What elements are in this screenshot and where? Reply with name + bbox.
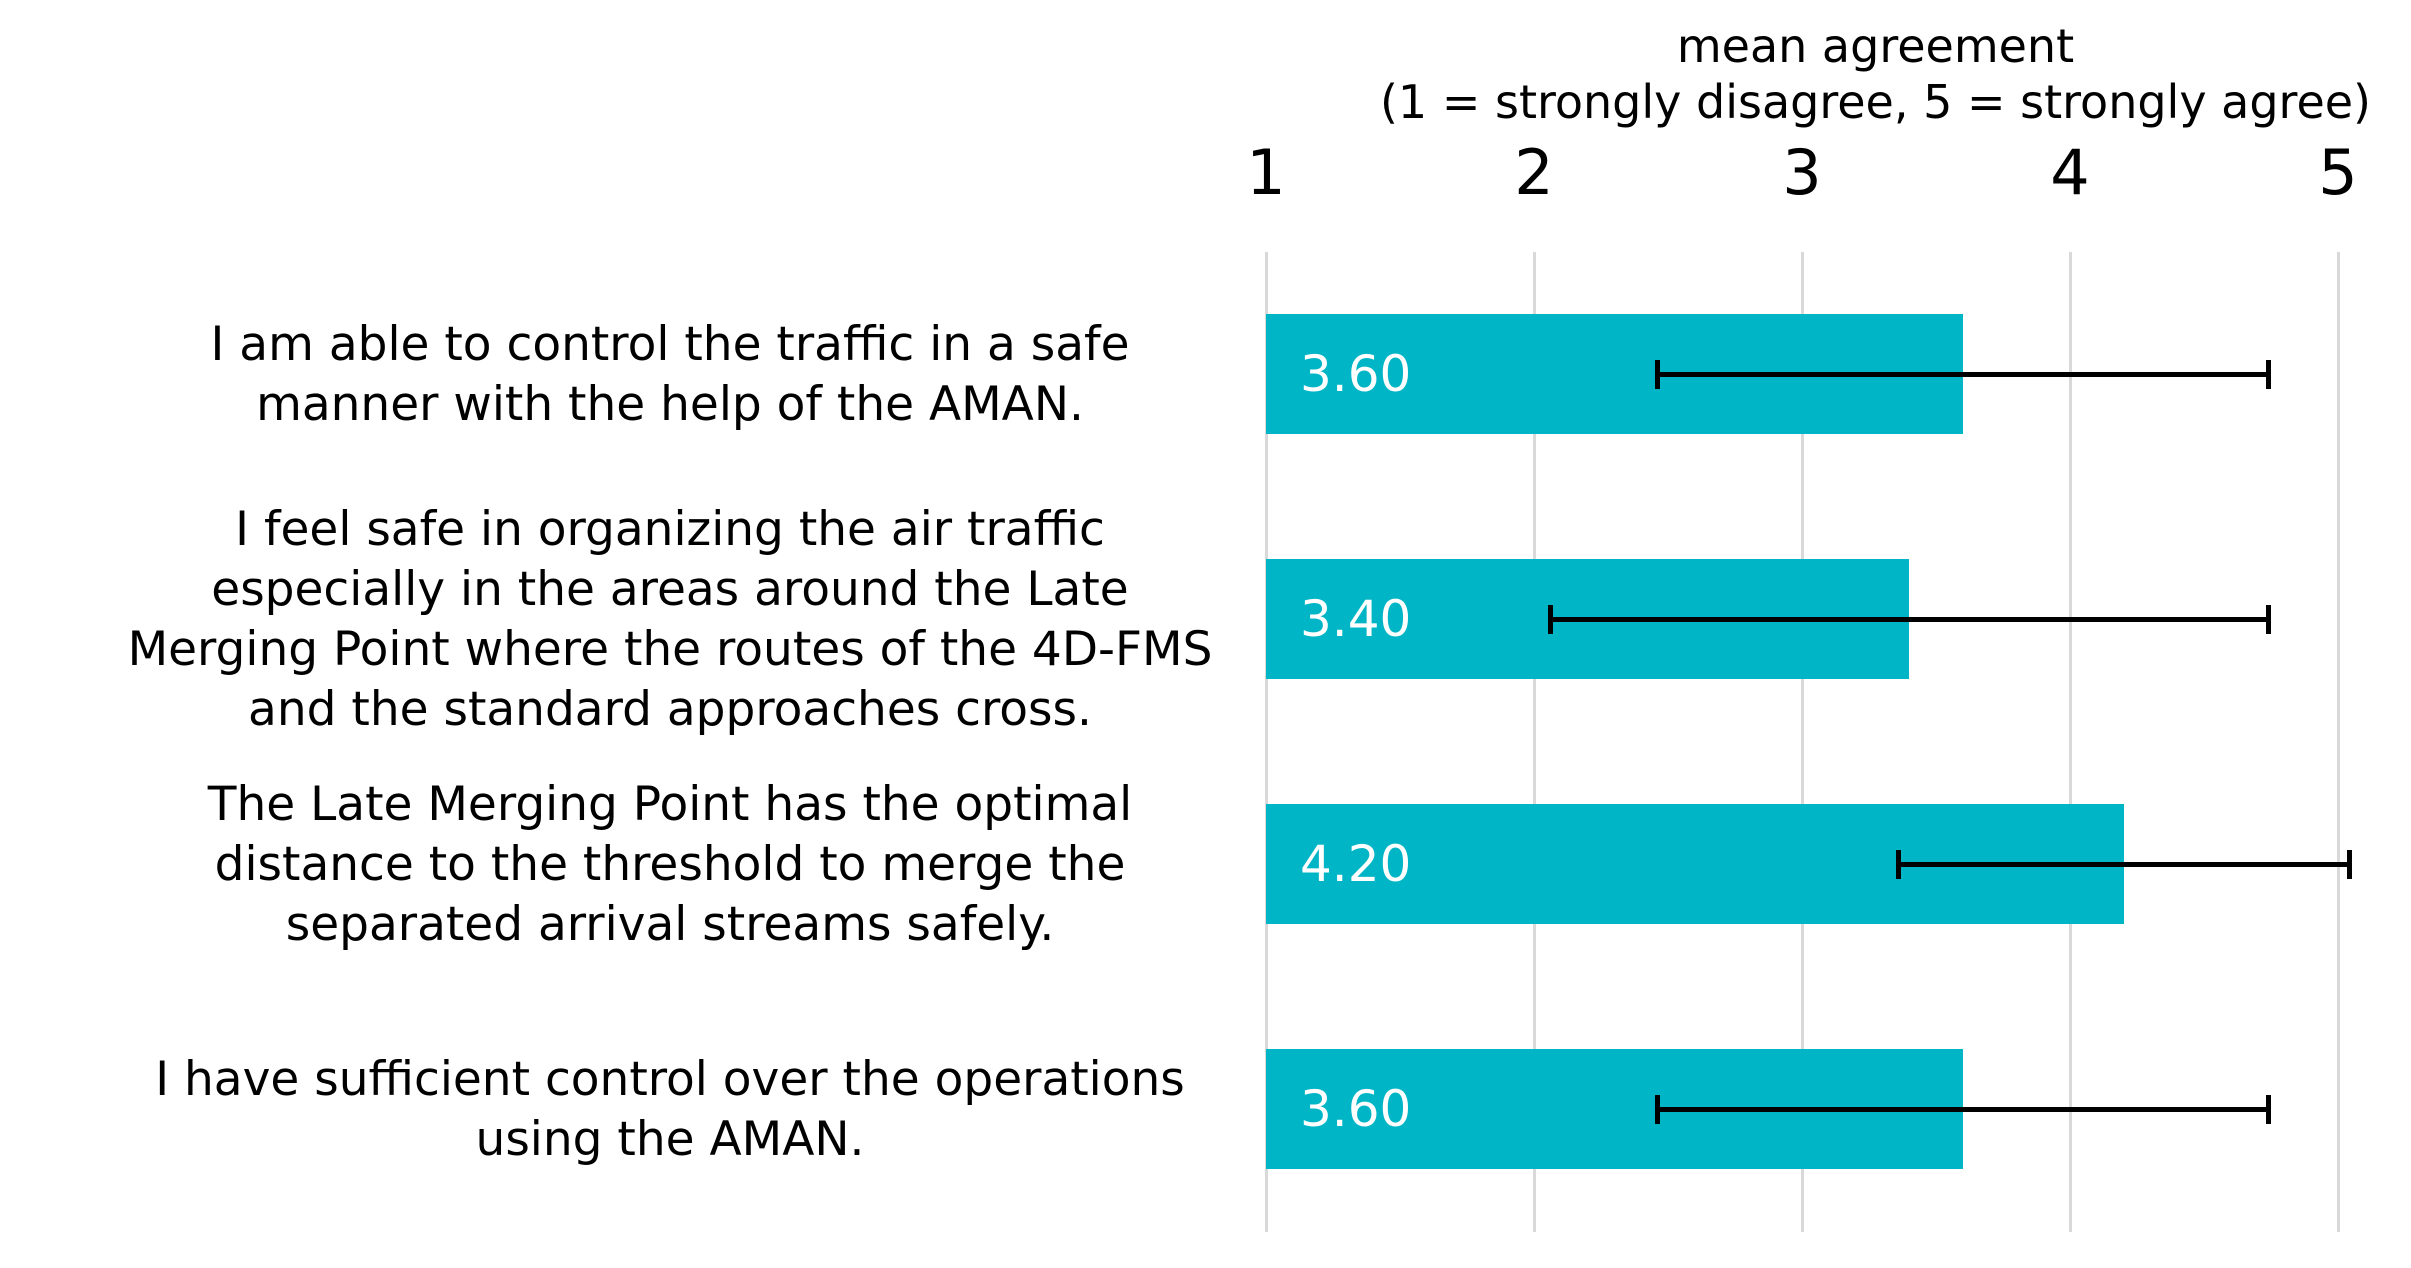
category-label-line: distance to the threshold to merge the (214, 836, 1126, 892)
error-bar-cap (1655, 1095, 1660, 1124)
category-label-line: and the standard approaches cross. (248, 681, 1092, 737)
chart-title: mean agreement (1 = strongly disagree, 5… (1340, 18, 2411, 130)
category-label-line: The Late Merging Point has the optimal (207, 776, 1133, 832)
category-label-line: I have sufficient control over the opera… (155, 1051, 1185, 1107)
x-axis-tick: 2 (1514, 136, 1554, 209)
error-bar-cap (1896, 850, 1901, 879)
category-label-line: using the AMAN. (475, 1111, 865, 1167)
gridline (1533, 252, 1536, 1232)
bar-value-label: 3.60 (1300, 1080, 1412, 1138)
error-bar-line (1657, 372, 2268, 377)
category-label: I feel safe in organizing the air traffi… (80, 497, 1260, 742)
bar: 3.60 (1266, 314, 1963, 434)
category-label-line: I feel safe in organizing the air traffi… (235, 501, 1105, 557)
error-bar-cap (2266, 605, 2271, 634)
x-axis-tick: 4 (2050, 136, 2090, 209)
error-bar-line (1657, 1107, 2268, 1112)
bar-value-label: 3.60 (1300, 345, 1412, 403)
category-label-line: Merging Point where the routes of the 4D… (127, 621, 1213, 677)
bar-value-label: 3.40 (1300, 590, 1412, 648)
category-label: The Late Merging Point has the optimal di… (80, 742, 1260, 987)
bar-value-label: 4.20 (1300, 835, 1412, 893)
category-label: I am able to control the traffic in a sa… (80, 252, 1260, 497)
error-bar-cap (2347, 850, 2352, 879)
category-label-line: I am able to control the traffic in a sa… (210, 316, 1130, 372)
category-label: I have sufficient control over the opera… (80, 987, 1260, 1232)
category-label-line: especially in the areas around the Late (211, 561, 1129, 617)
gridline (1265, 252, 1268, 1232)
gridline (2069, 252, 2072, 1232)
error-bar-cap (1548, 605, 1553, 634)
plot-area: 3.60 3.40 4.20 3.60 (1265, 252, 2352, 1232)
error-bar-cap (2266, 360, 2271, 389)
gridline (2337, 252, 2340, 1232)
error-bar-line (1898, 862, 2348, 867)
gridline (1801, 252, 1804, 1232)
x-axis-tick: 3 (1782, 136, 1822, 209)
category-label-line: manner with the help of the AMAN. (256, 376, 1084, 432)
error-bar-line (1550, 617, 2268, 622)
category-label-line: separated arrival streams safely. (285, 896, 1055, 952)
x-axis-tick: 5 (2318, 136, 2358, 209)
chart-title-line2: (1 = strongly disagree, 5 = strongly agr… (1379, 75, 2372, 129)
error-bar-cap (2266, 1095, 2271, 1124)
x-axis-tick: 1 (1246, 136, 1286, 209)
chart-title-line1: mean agreement (1676, 19, 2075, 73)
error-bar-cap (1655, 360, 1660, 389)
